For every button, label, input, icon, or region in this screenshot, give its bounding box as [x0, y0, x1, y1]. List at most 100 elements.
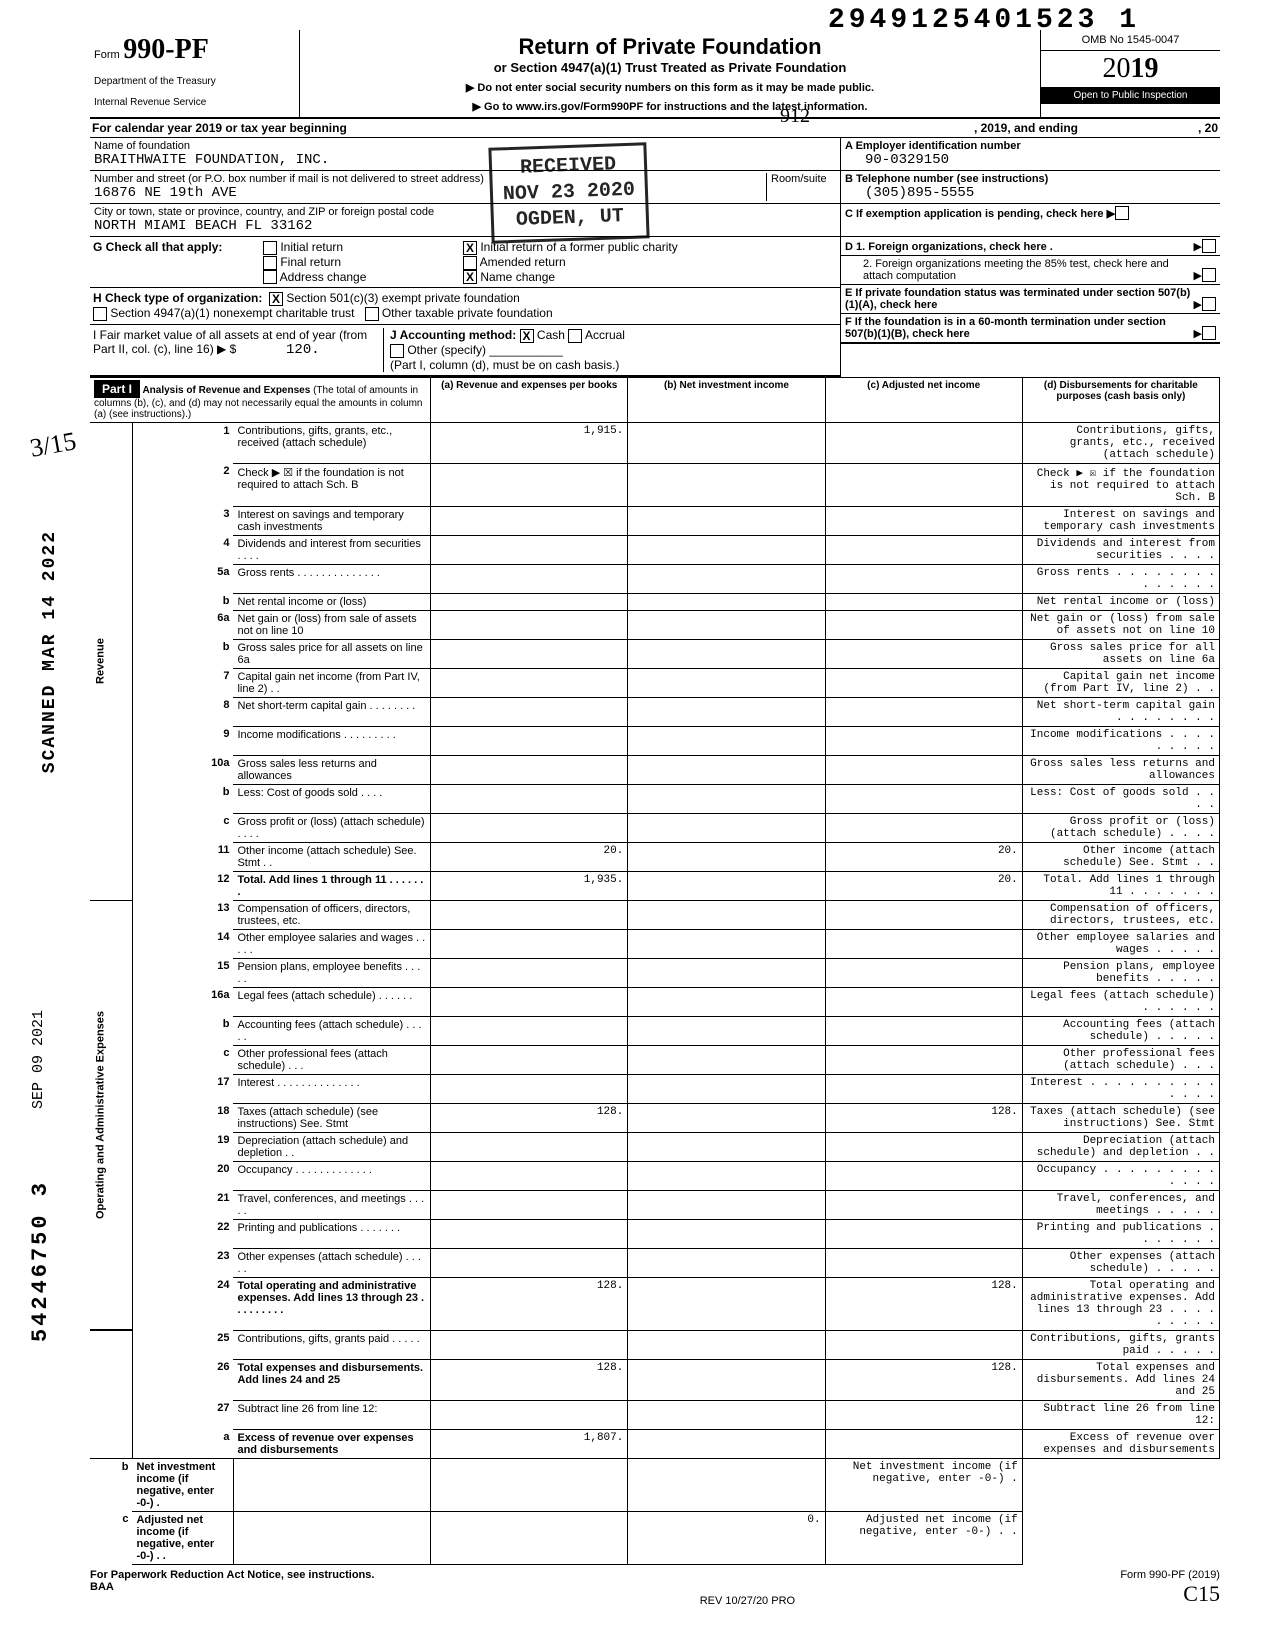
cell-25-d: Contributions, gifts, grants paid . . . … — [1022, 1330, 1219, 1359]
checkbox-d2[interactable] — [1202, 268, 1216, 282]
cell-c-c — [825, 813, 1022, 842]
cell-4-d: Dividends and interest from securities .… — [1022, 535, 1219, 564]
checkbox-501c3[interactable]: X — [269, 292, 283, 306]
line-desc-b: Accounting fees (attach schedule) . . . … — [233, 1016, 430, 1045]
cell-22-b — [628, 1219, 825, 1248]
form-title: Return of Private Foundation — [304, 34, 1036, 60]
line-desc-15: Pension plans, employee benefits . . . .… — [233, 958, 430, 987]
cell-b-c — [825, 593, 1022, 610]
cell-3-a — [431, 506, 628, 535]
cell-10a-a — [431, 755, 628, 784]
line-num-18: 18 — [132, 1103, 233, 1132]
cell-10a-b — [628, 755, 825, 784]
line-desc-5a: Gross rents . . . . . . . . . . . . . . — [233, 564, 430, 593]
cell-21-c — [825, 1190, 1022, 1219]
j-note: (Part I, column (d), must be on cash bas… — [390, 358, 619, 372]
checkbox-initial-former[interactable]: X — [463, 241, 477, 255]
stamp-frac: 3/15 — [28, 426, 79, 464]
cell-27-a — [431, 1400, 628, 1429]
checkbox-initial[interactable] — [263, 241, 277, 255]
checkbox-other-acct[interactable] — [390, 344, 404, 358]
checkbox-cash[interactable]: X — [520, 329, 534, 343]
cell-13-a — [431, 900, 628, 929]
cell-b-d: Gross sales price for all assets on line… — [1022, 639, 1219, 668]
year-suffix: 19 — [1131, 53, 1159, 84]
line-num-24: 24 — [132, 1277, 233, 1330]
cell-b-d: Accounting fees (attach schedule) . . . … — [1022, 1016, 1219, 1045]
checkbox-f[interactable] — [1202, 326, 1216, 340]
line-desc-18: Taxes (attach schedule) (see instruction… — [233, 1103, 430, 1132]
form-note-1: ▶ Do not enter social security numbers o… — [304, 81, 1036, 94]
stamp-scanned: SCANNED MAR 14 2022 — [40, 530, 60, 773]
opt-501c3: Section 501(c)(3) exempt private foundat… — [286, 291, 519, 305]
cell-26-a: 128. — [431, 1359, 628, 1400]
cell-5a-a — [431, 564, 628, 593]
cell-6a-c — [825, 610, 1022, 639]
street-address: 16876 NE 19th AVE — [94, 185, 766, 201]
cell-11-c: 20. — [825, 842, 1022, 871]
cell-7-d: Capital gain net income (from Part IV, l… — [1022, 668, 1219, 697]
line-num-12: 12 — [132, 871, 233, 900]
cell-11-b — [628, 842, 825, 871]
col-d-header: (d) Disbursements for charitable purpose… — [1022, 377, 1219, 422]
e-label: E If private foundation status was termi… — [845, 287, 1194, 311]
cell-4-b — [628, 535, 825, 564]
footer-hand-c15: C15 — [1183, 1581, 1220, 1606]
cell-b-a — [431, 1016, 628, 1045]
line-num-14: 14 — [132, 929, 233, 958]
line-desc-6a: Net gain or (loss) from sale of assets n… — [233, 610, 430, 639]
checkbox-address[interactable] — [263, 270, 277, 284]
line-desc-3: Interest on savings and temporary cash i… — [233, 506, 430, 535]
checkbox-amended[interactable] — [463, 256, 477, 270]
cell-3-c — [825, 506, 1022, 535]
cal-text-1: For calendar year 2019 or tax year begin… — [92, 121, 347, 135]
side-revenue: Revenue — [90, 422, 132, 900]
form-subtitle: or Section 4947(a)(1) Trust Treated as P… — [304, 60, 1036, 75]
line-num-20: 20 — [132, 1161, 233, 1190]
checkbox-final[interactable] — [263, 256, 277, 270]
checkbox-name-change[interactable]: X — [463, 270, 477, 284]
line-num-26: 26 — [132, 1359, 233, 1400]
checkbox-4947[interactable] — [93, 307, 107, 321]
cell-23-a — [431, 1248, 628, 1277]
cell-7-b — [628, 668, 825, 697]
form-label: Form — [94, 49, 120, 61]
stamp-sep-date: SEP 09 2021 — [30, 1010, 47, 1109]
cell-3-b — [628, 506, 825, 535]
cell-22-c — [825, 1219, 1022, 1248]
foundation-name: BRAITHWAITE FOUNDATION, INC. — [94, 152, 836, 168]
col-a-header: (a) Revenue and expenses per books — [431, 377, 628, 422]
cell-4-a — [431, 535, 628, 564]
cell-a-a: 1,807. — [431, 1429, 628, 1458]
cell-8-d: Net short-term capital gain . . . . . . … — [1022, 697, 1219, 726]
cell-6a-a — [431, 610, 628, 639]
cell-10a-d: Gross sales less returns and allowances — [1022, 755, 1219, 784]
cell-8-c — [825, 697, 1022, 726]
form-note-2: ▶ Go to www.irs.gov/Form990PF for instru… — [304, 100, 1036, 113]
cell-1-a: 1,915. — [431, 422, 628, 463]
cell-b-a — [233, 1458, 430, 1511]
cell-c-b — [431, 1511, 628, 1564]
checkbox-c[interactable] — [1115, 206, 1129, 220]
line-num-b: b — [90, 1458, 132, 1511]
cell-1-b — [628, 422, 825, 463]
cell-c-d: Gross profit or (loss) (attach schedule)… — [1022, 813, 1219, 842]
cell-12-a: 1,935. — [431, 871, 628, 900]
line-num-b: b — [132, 784, 233, 813]
cell-21-b — [628, 1190, 825, 1219]
cell-12-c: 20. — [825, 871, 1022, 900]
cell-9-c — [825, 726, 1022, 755]
checkbox-accrual[interactable] — [568, 329, 582, 343]
checkbox-d1[interactable] — [1202, 239, 1216, 253]
cell-20-c — [825, 1161, 1022, 1190]
line-num-25: 25 — [132, 1330, 233, 1359]
cell-11-a: 20. — [431, 842, 628, 871]
cell-b-b — [431, 1458, 628, 1511]
cell-26-b — [628, 1359, 825, 1400]
cell-27-c — [825, 1400, 1022, 1429]
city-state-zip: NORTH MIAMI BEACH FL 33162 — [94, 218, 836, 234]
checkbox-other-tax[interactable] — [365, 307, 379, 321]
checkbox-e[interactable] — [1202, 297, 1216, 311]
part1-table: Part I Analysis of Revenue and Expenses … — [90, 377, 1220, 1565]
cell-c-d: Adjusted net income (if negative, enter … — [825, 1511, 1022, 1564]
